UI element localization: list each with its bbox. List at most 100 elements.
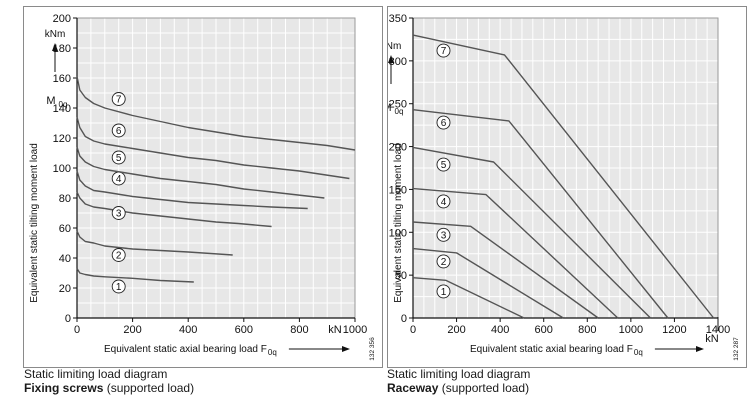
y-symbol-sub: 0q <box>59 100 68 109</box>
y-tick-label: 150 <box>389 184 407 196</box>
series-line-4 <box>76 170 308 210</box>
y-tick-label: 50 <box>395 270 407 282</box>
series-label-circle <box>436 284 451 299</box>
series-label-1: 1 <box>441 287 447 298</box>
y-tick-label: 300 <box>389 56 407 68</box>
chart-panel-fixing-screws: 0 20 40 60 80 100 120 140 160 180 200 0 200 400 600 800… <box>23 6 383 368</box>
caption-subtitle: Raceway (supported load) <box>387 381 530 395</box>
y-tick-label: 160 <box>53 73 71 85</box>
y-tick-label: 0 <box>401 313 407 325</box>
series-label-circle <box>111 248 126 262</box>
series-label-3: 3 <box>441 230 447 241</box>
series-label-circle <box>436 157 451 172</box>
x-tick-label: 600 <box>235 324 253 336</box>
x-unit-label: kN <box>328 324 342 336</box>
grid <box>77 18 355 318</box>
y-axis-label: Equivalent static tilting moment load <box>29 143 40 303</box>
y-tick-label: 250 <box>389 99 407 111</box>
x-tick-label: 200 <box>447 324 465 336</box>
caption-subtitle: Fixing screws (supported load) <box>24 381 194 395</box>
series-label-6: 6 <box>116 126 122 137</box>
series-line-6 <box>76 116 350 180</box>
caption-raceway: Static limiting load diagram Raceway (su… <box>387 367 530 395</box>
series-label-2: 2 <box>116 251 122 262</box>
y-axis-label: Equivalent static tilting moment load <box>393 143 404 303</box>
y-tick-label: 140 <box>53 103 71 115</box>
x-tick-label: 200 <box>123 324 141 336</box>
series-label-5: 5 <box>441 160 447 171</box>
chart-panel-raceway: 0 50 100 150 200 250 300 350 0 200 400 600 800 1000 12… <box>381 6 747 368</box>
chart-fixing-screws: 0 20 40 60 80 100 120 140 160 180 200 0 200 400 600 800… <box>29 13 376 361</box>
grid <box>413 18 718 318</box>
series-label-circle <box>436 227 451 242</box>
x-axis-label-sub: 0q <box>634 348 643 357</box>
y-tick-label: 40 <box>59 253 71 265</box>
caption-subtitle-rest: (supported load) <box>438 381 530 395</box>
series-line-3 <box>76 191 272 228</box>
series-label-circle <box>436 115 451 130</box>
series-line-3 <box>412 221 599 319</box>
series-label-circle <box>111 206 126 220</box>
series-label-2: 2 <box>441 257 447 268</box>
x-tick-label: 0 <box>74 324 80 336</box>
y-tick-label: 200 <box>53 13 71 25</box>
y-symbol-sub: 0q <box>395 107 404 116</box>
series-line-6 <box>412 109 669 319</box>
y-unit-label: kNm <box>45 29 66 40</box>
series-label-circle <box>111 150 126 165</box>
series-label-circle <box>111 92 126 106</box>
caption-subtitle-bold: Fixing screws <box>24 381 104 395</box>
y-tick-label: 350 <box>389 13 407 25</box>
x-tick-label: 1200 <box>662 324 686 336</box>
series-label-circle <box>111 279 126 294</box>
x-axis-arrow-head <box>696 346 704 352</box>
x-tick-label: 1000 <box>343 324 367 336</box>
series-label-3: 3 <box>116 209 122 220</box>
series-label-6: 6 <box>441 118 447 129</box>
x-axis-label: Equivalent static axial bearing load F <box>470 344 633 355</box>
y-unit-label: kNm <box>388 41 401 52</box>
series-label-5: 5 <box>116 153 122 164</box>
series-label-circle <box>436 254 451 269</box>
y-tick-label: 180 <box>53 43 71 55</box>
series-line-1 <box>412 277 525 319</box>
x-tick-label: 1000 <box>619 324 643 336</box>
series-label-circle <box>436 43 451 58</box>
caption-title: Static limiting load diagram <box>24 367 168 381</box>
x-axis-label-sub: 0q <box>268 348 277 357</box>
series-label-4: 4 <box>441 197 447 208</box>
series-label-circle <box>111 123 126 138</box>
y-axis-arrow-head <box>388 55 394 63</box>
y-tick-label: 0 <box>65 313 71 325</box>
series-line-5 <box>412 146 651 319</box>
series-line-4 <box>412 187 619 319</box>
caption-fixing-screws: Static limiting load diagram Fixing scre… <box>24 367 194 395</box>
x-axis-label: Equivalent static axial bearing load F <box>104 344 267 355</box>
y-tick-label: 200 <box>389 142 407 154</box>
y-tick-label: 80 <box>59 193 71 205</box>
series-line-2 <box>412 247 564 319</box>
figure-code: 132 287 <box>733 337 740 361</box>
series-line-1 <box>76 268 194 283</box>
y-symbol: M <box>388 102 392 114</box>
x-axis-arrow-head <box>342 346 350 352</box>
caption-subtitle-rest: (supported load) <box>103 381 195 395</box>
y-tick-label: 120 <box>53 133 71 145</box>
x-tick-label: 400 <box>491 324 509 336</box>
y-symbol: M <box>46 95 55 107</box>
series-line-7 <box>412 34 715 319</box>
figure-code: 132 356 <box>369 337 376 361</box>
x-tick-label: 400 <box>179 324 197 336</box>
y-tick-label: 100 <box>53 163 71 175</box>
y-tick-label: 20 <box>59 283 71 295</box>
caption-subtitle-bold: Raceway <box>387 381 439 395</box>
series-label-circle <box>436 194 451 209</box>
x-tick-label: 600 <box>535 324 553 336</box>
x-unit-label: kN <box>705 333 719 345</box>
caption-title: Static limiting load diagram <box>387 367 531 381</box>
y-tick-label: 60 <box>59 223 71 235</box>
x-tick-label: 0 <box>410 324 416 336</box>
series-line-5 <box>76 146 325 199</box>
x-tick-label: 800 <box>578 324 596 336</box>
x-tick-label: 800 <box>290 324 308 336</box>
